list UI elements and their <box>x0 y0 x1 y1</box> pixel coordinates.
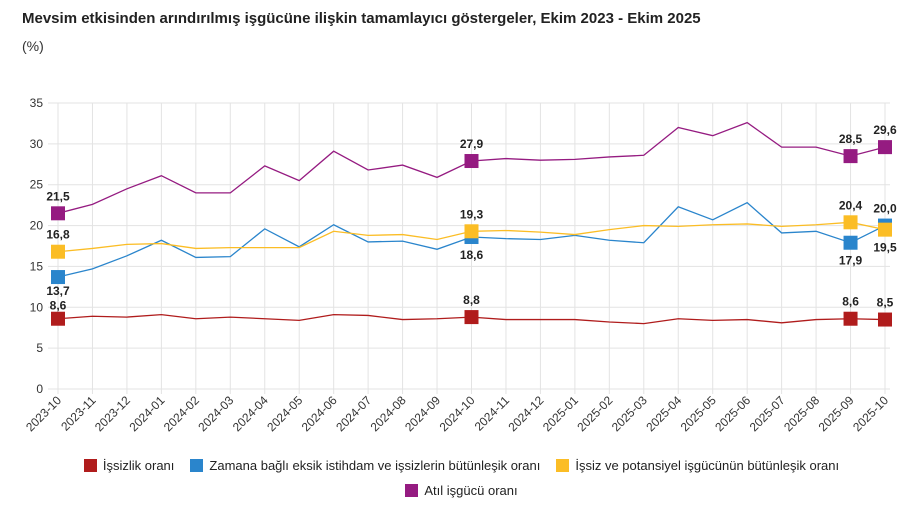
data-point-marker <box>878 140 892 155</box>
legend-swatch <box>83 459 97 472</box>
x-tick-label: 2025-03 <box>609 393 650 434</box>
data-point-marker <box>464 310 479 325</box>
data-label: 27,9 <box>460 137 484 151</box>
data-label: 19,3 <box>460 207 484 221</box>
x-tick-label: 2025-07 <box>747 393 788 434</box>
data-point-marker <box>878 312 892 327</box>
data-point-marker <box>51 270 65 285</box>
y-tick-label: 25 <box>30 178 44 192</box>
legend-label: İşsiz ve potansiyel işgücünün bütünleşik… <box>575 458 840 473</box>
x-tick-label: 2024-11 <box>472 393 513 434</box>
chart-title: Mevsim etkisinden arındırılmış işgücüne … <box>22 10 701 27</box>
legend-label: Zamana bağlı eksik istihdam ve işsizleri… <box>209 458 541 473</box>
data-label: 16,8 <box>46 228 70 242</box>
x-tick-label: 2025-09 <box>816 393 857 434</box>
y-unit-label: (%) <box>22 38 44 54</box>
y-tick-label: 10 <box>30 300 44 314</box>
data-label: 29,6 <box>873 123 897 137</box>
data-point-marker <box>51 206 65 221</box>
data-point-marker <box>843 311 858 326</box>
data-label: 8,8 <box>463 293 480 307</box>
y-tick-label: 15 <box>30 259 44 273</box>
x-tick-label: 2024-12 <box>505 393 546 434</box>
x-tick-label: 2024-10 <box>437 393 478 434</box>
legend-item-underutilization[interactable]: Atıl işgücü oranı <box>405 483 518 498</box>
x-tick-label: 2024-07 <box>333 393 374 434</box>
data-label: 20,0 <box>873 202 897 216</box>
x-tick-label: 2024-03 <box>195 393 236 434</box>
data-label: 17,9 <box>839 254 863 268</box>
x-tick-label: 2025-01 <box>540 393 581 434</box>
legend-swatch <box>190 459 204 472</box>
y-tick-label: 35 <box>30 96 44 110</box>
x-tick-label: 2024-01 <box>126 393 167 434</box>
x-tick-label: 2023-11 <box>58 393 99 434</box>
x-tick-label: 2025-06 <box>712 393 753 434</box>
y-tick-label: 0 <box>36 382 43 396</box>
y-tick-label: 30 <box>30 137 44 151</box>
x-tick-label: 2024-09 <box>402 393 443 434</box>
x-tick-label: 2024-08 <box>368 393 409 434</box>
x-tick-label: 2025-05 <box>678 393 719 434</box>
legend-label: Atıl işgücü oranı <box>424 483 518 498</box>
x-tick-label: 2024-04 <box>230 393 271 434</box>
legend-label: İşsizlik oranı <box>102 458 175 473</box>
legend-item-time-related[interactable]: Zamana bağlı eksik istihdam ve işsizleri… <box>190 458 540 473</box>
legend-swatch <box>405 484 419 497</box>
legend-swatch <box>556 459 570 472</box>
data-label: 21,5 <box>46 189 70 203</box>
legend-item-potential[interactable]: İşsiz ve potansiyel işgücünün bütünleşik… <box>556 458 839 473</box>
data-point-marker <box>843 149 858 164</box>
data-point-marker <box>464 224 479 239</box>
data-point-marker <box>878 222 892 237</box>
data-label: 28,5 <box>839 132 863 146</box>
x-tick-label: 2023-10 <box>23 393 64 434</box>
data-point-marker <box>843 235 858 250</box>
x-tick-label: 2024-06 <box>299 393 340 434</box>
legend-row-1: İşsizlik oranı Zamana bağlı eksik istihd… <box>0 458 923 473</box>
data-point-marker <box>51 311 65 326</box>
y-tick-label: 20 <box>30 219 44 233</box>
data-label: 19,5 <box>873 241 897 255</box>
data-label: 8,6 <box>50 299 67 313</box>
data-label: 20,4 <box>839 198 863 212</box>
x-tick-label: 2025-10 <box>850 393 891 434</box>
legend-row-2: Atıl işgücü oranı <box>0 483 923 498</box>
data-point-marker <box>51 244 65 259</box>
x-tick-label: 2024-02 <box>161 393 202 434</box>
x-tick-label: 2024-05 <box>264 393 305 434</box>
data-label: 18,6 <box>460 248 484 262</box>
x-tick-label: 2025-02 <box>574 393 615 434</box>
data-point-marker <box>464 154 479 169</box>
y-tick-label: 5 <box>36 341 43 355</box>
legend-item-unemployment[interactable]: İşsizlik oranı <box>83 458 175 473</box>
data-label: 8,6 <box>842 295 859 309</box>
x-tick-label: 2023-12 <box>92 393 133 434</box>
data-point-marker <box>843 215 858 230</box>
data-label: 13,7 <box>46 284 70 298</box>
x-tick-label: 2025-08 <box>781 393 822 434</box>
data-label: 8,5 <box>877 296 894 310</box>
x-tick-label: 2025-04 <box>643 393 684 434</box>
